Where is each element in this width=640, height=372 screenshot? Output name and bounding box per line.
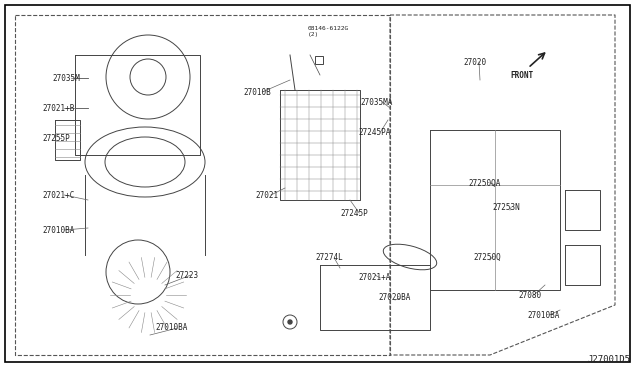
Text: 27274L: 27274L [315, 253, 343, 263]
Text: 27035M: 27035M [52, 74, 80, 83]
Text: J27001D5: J27001D5 [587, 355, 630, 364]
Text: 27245P: 27245P [340, 208, 368, 218]
Text: 27010B: 27010B [243, 87, 271, 96]
Text: 27021: 27021 [255, 190, 278, 199]
Text: 27080: 27080 [518, 291, 541, 299]
Text: 27253N: 27253N [492, 202, 520, 212]
Text: 27250QA: 27250QA [468, 179, 500, 187]
Text: FRONT: FRONT [510, 71, 533, 80]
Circle shape [288, 320, 292, 324]
Text: 27035MA: 27035MA [360, 97, 392, 106]
Text: 27021+B: 27021+B [42, 103, 74, 112]
Text: 27021+A: 27021+A [358, 273, 390, 282]
Text: 27020: 27020 [463, 58, 486, 67]
Text: 27010BA: 27010BA [527, 311, 559, 320]
Text: 27020BA: 27020BA [378, 294, 410, 302]
Text: 08146-6122G
(2): 08146-6122G (2) [308, 26, 349, 37]
Text: 27223: 27223 [175, 270, 198, 279]
Text: 27010BA: 27010BA [42, 225, 74, 234]
Text: 27010BA: 27010BA [155, 324, 188, 333]
Text: 27250Q: 27250Q [473, 253, 500, 262]
Bar [315, 56, 323, 64]
Text: 27021+C: 27021+C [42, 190, 74, 199]
Text: 27245PA: 27245PA [358, 128, 390, 137]
Text: 27255P: 27255P [42, 134, 70, 142]
